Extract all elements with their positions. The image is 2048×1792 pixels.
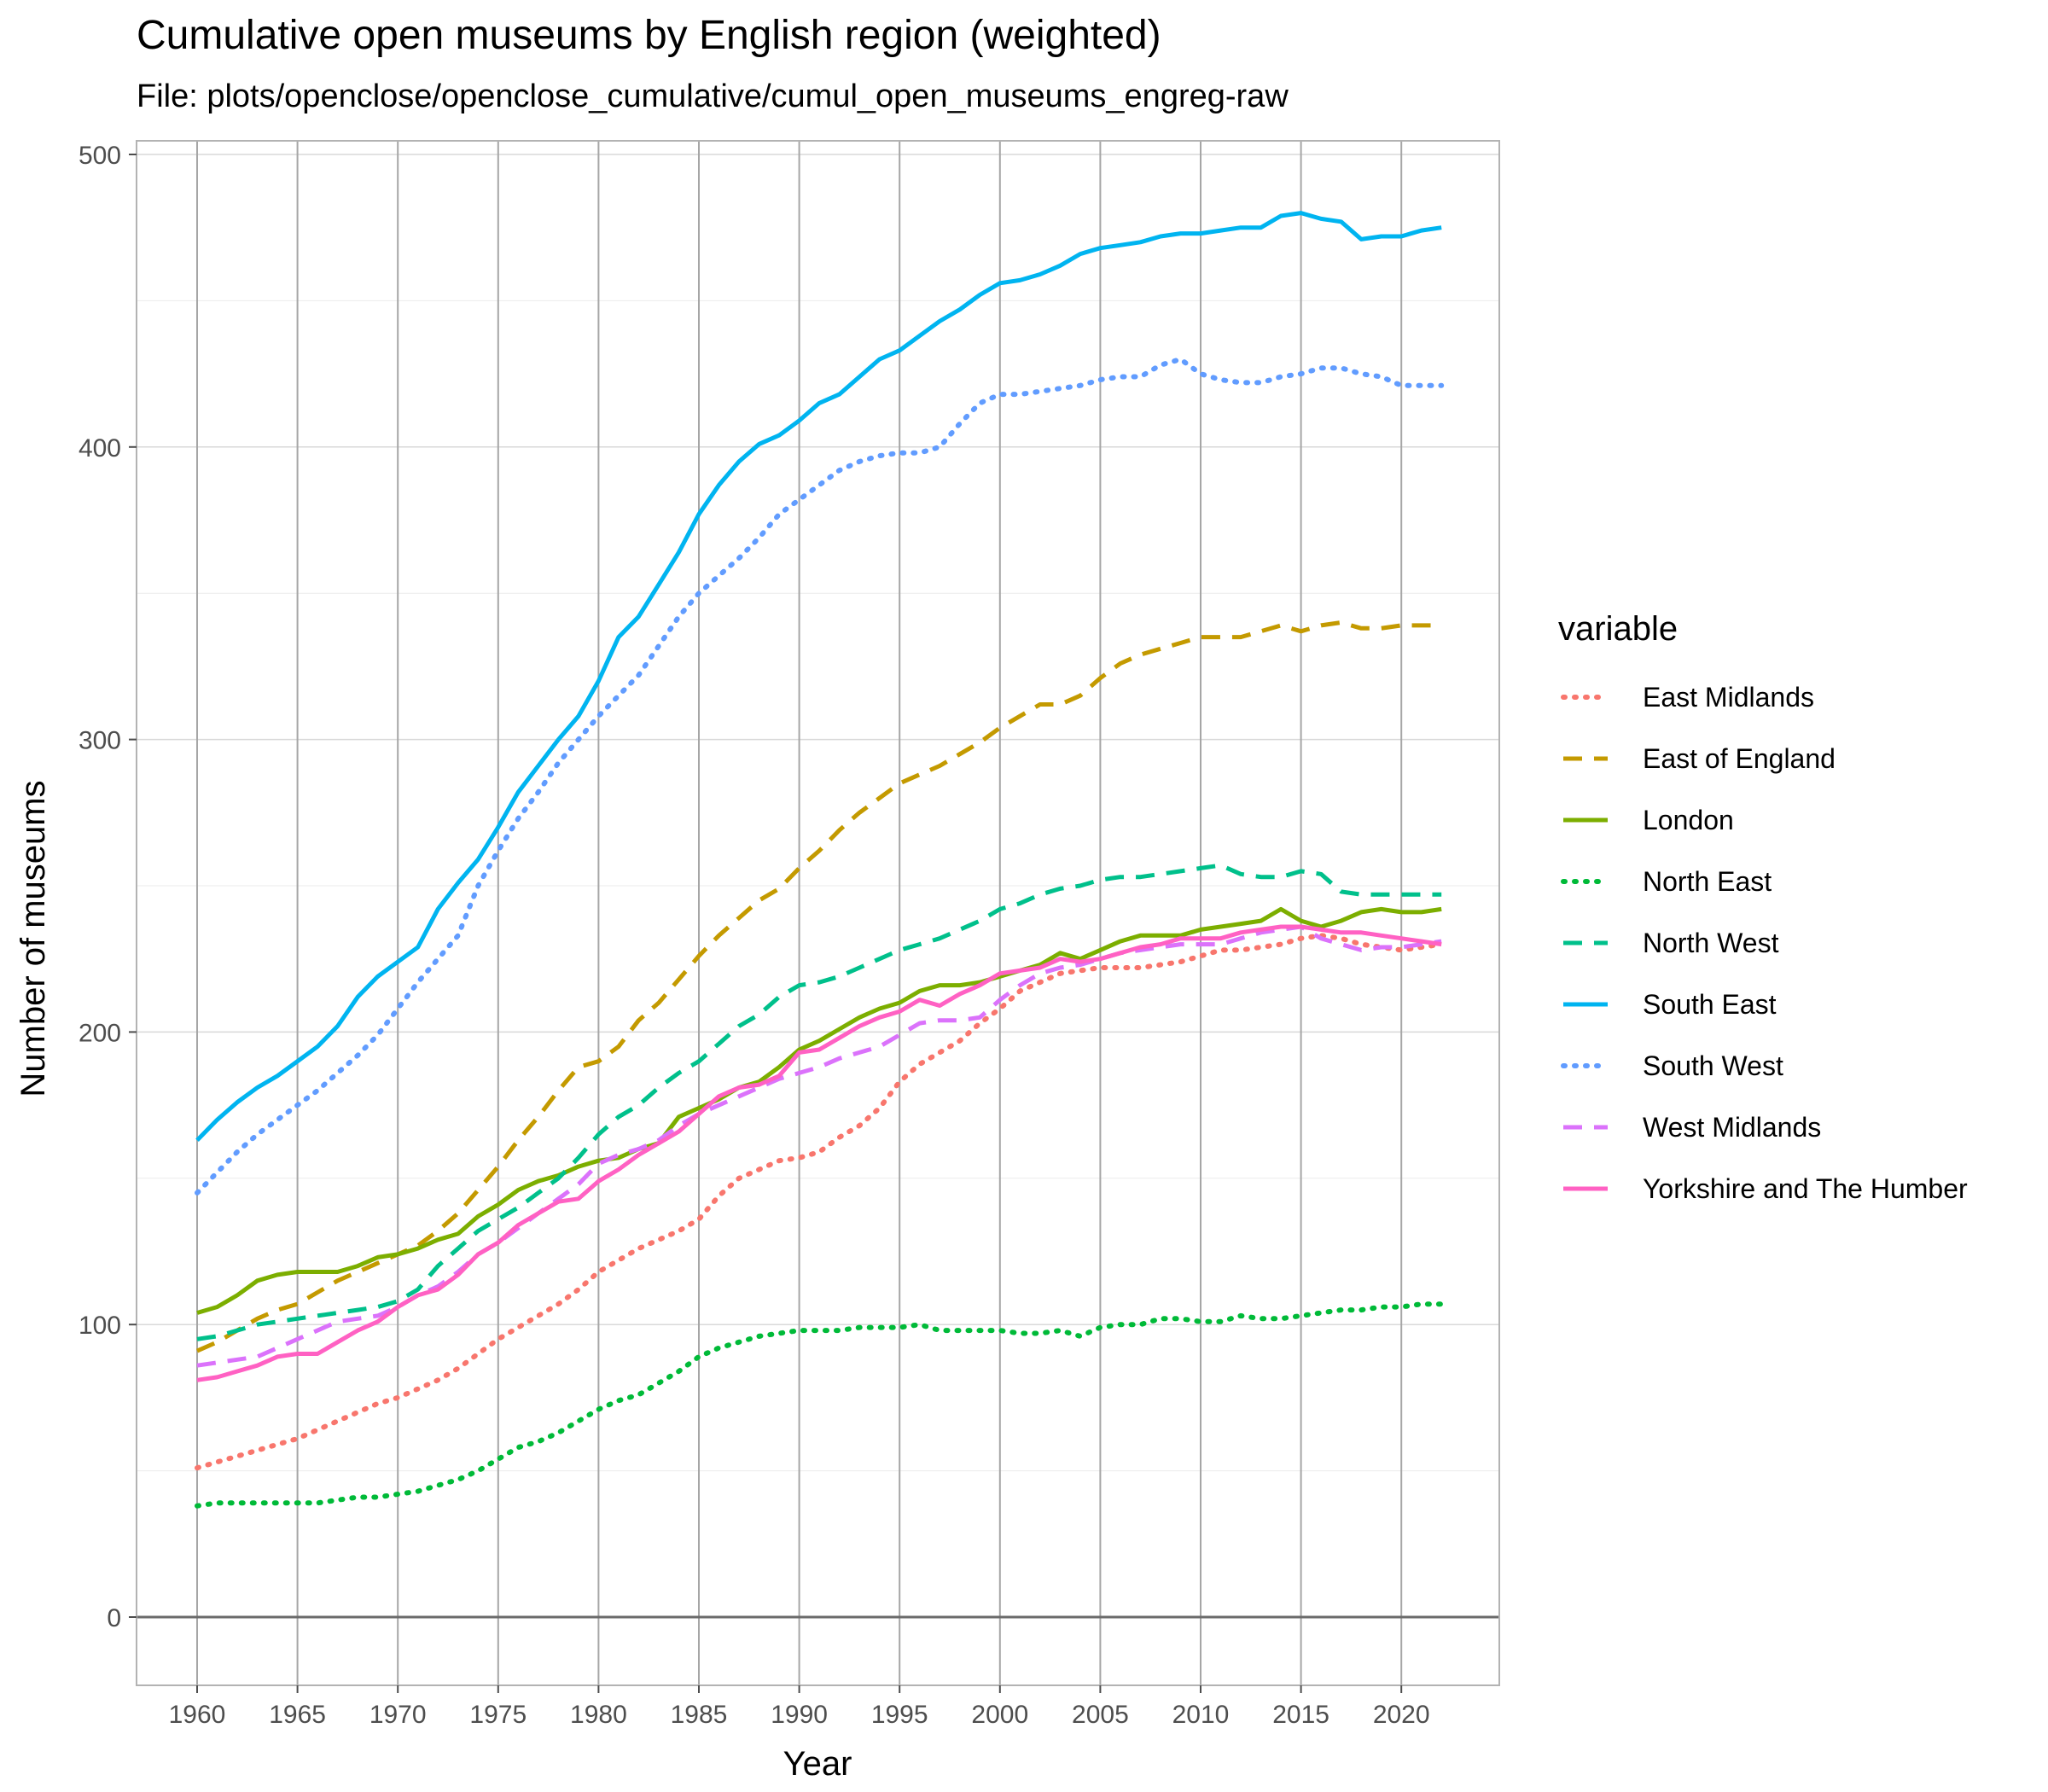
legend-label: South West: [1643, 1050, 1783, 1081]
x-tick-label: 2005: [1072, 1701, 1129, 1729]
series-lines: [195, 211, 1445, 1509]
x-tick-label: 2015: [1272, 1701, 1329, 1729]
legend-label: East of England: [1643, 743, 1836, 774]
panel-border-group: [136, 140, 1500, 1686]
major-gridlines: [137, 141, 1499, 1685]
y-tick-label: 0: [107, 1604, 121, 1632]
y-axis-ticks: 0 100 200 300 400 500: [79, 142, 137, 1632]
x-tick-label: 1980: [570, 1701, 627, 1729]
y-axis-title: Number of museums: [15, 780, 52, 1097]
series-line-north-east: [195, 1301, 1445, 1509]
series-line-east-midlands: [195, 933, 1445, 1471]
chart-subtitle: File: plots/openclose/openclose_cumulati…: [137, 79, 1289, 114]
x-tick-label: 1960: [169, 1701, 226, 1729]
x-tick-label: 2020: [1373, 1701, 1430, 1729]
legend-label: North West: [1643, 928, 1779, 958]
x-tick-label: 1995: [871, 1701, 928, 1729]
legend-label: Yorkshire and The Humber: [1643, 1173, 1968, 1204]
y-tick-label: 400: [79, 434, 121, 463]
series-line-south-west: [195, 357, 1445, 1196]
y-tick-label: 200: [79, 1019, 121, 1047]
x-tick-label: 1990: [771, 1701, 828, 1729]
legend: East Midlands East of England London North …: [1561, 682, 1968, 1204]
y-tick-label: 100: [79, 1312, 121, 1340]
legend-label: London: [1643, 805, 1734, 835]
series-line-south-east: [195, 211, 1442, 1142]
chart-title: Cumulative open museums by English regio…: [137, 13, 1161, 58]
x-axis-title: Year: [783, 1745, 852, 1783]
legend-label: South East: [1643, 989, 1777, 1020]
legend-title: variable: [1558, 610, 1678, 648]
series-line-north-west: [196, 863, 1442, 1341]
x-tick-label: 1985: [671, 1701, 728, 1729]
legend-label: North East: [1643, 866, 1772, 897]
y-tick-label: 500: [79, 142, 121, 170]
legend-label: East Midlands: [1643, 682, 1814, 713]
panel-border: [136, 140, 1500, 1686]
y-tick-label: 300: [79, 727, 121, 755]
series-line-east-of-england: [195, 620, 1442, 1353]
x-tick-label: 2000: [971, 1701, 1028, 1729]
series-line-london: [196, 906, 1442, 1315]
legend-label: West Midlands: [1643, 1112, 1821, 1143]
x-tick-label: 1965: [269, 1701, 326, 1729]
x-tick-label: 1975: [469, 1701, 527, 1729]
series-line-yorkshire-and-the-humber: [196, 924, 1442, 1382]
x-tick-label: 1970: [369, 1701, 427, 1729]
minor-gridlines: [137, 300, 1499, 1472]
x-axis-ticks: 1960 1965 1970 1975 1980 1985 1990 1995 2000 2005…: [169, 1685, 1430, 1729]
series-line-west-midlands: [196, 924, 1442, 1368]
x-tick-label: 2010: [1172, 1701, 1230, 1729]
